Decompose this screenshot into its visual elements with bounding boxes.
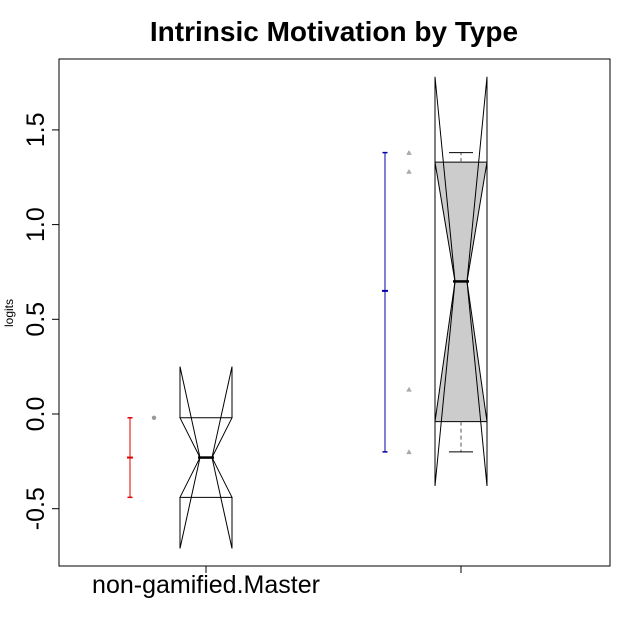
y-axis-label: logits [2,299,16,327]
box-body [434,161,488,423]
notch-diagonal [434,281,456,487]
data-point [406,150,412,155]
chart-title: Intrinsic Motivation by Type [150,16,518,47]
y-tick-label: 1.5 [22,113,50,148]
data-point [406,449,412,455]
data-point [151,415,157,420]
y-tick-label: 1.0 [22,207,50,242]
y-tick-label: 0.5 [22,302,50,337]
plot-area [127,76,488,549]
notch-diagonal [434,76,456,282]
notch-diagonal [466,76,488,282]
plot-frame [58,58,611,567]
notch-diagonal [179,457,201,549]
notch-diagonal [466,281,488,487]
y-axis: -0.5 0.0 0.5 1.0 1.5 [22,113,60,530]
y-tick-label: -0.5 [22,487,50,530]
notch-diagonal [179,366,201,458]
y-tick-label: 0.0 [22,397,50,432]
data-point [406,168,412,174]
data-point [406,386,412,392]
notch-diagonal [211,457,233,549]
x-axis: non-gamified.Master [92,566,462,599]
x-tick-label: non-gamified.Master [92,571,320,599]
notch-diagonal [211,366,233,458]
